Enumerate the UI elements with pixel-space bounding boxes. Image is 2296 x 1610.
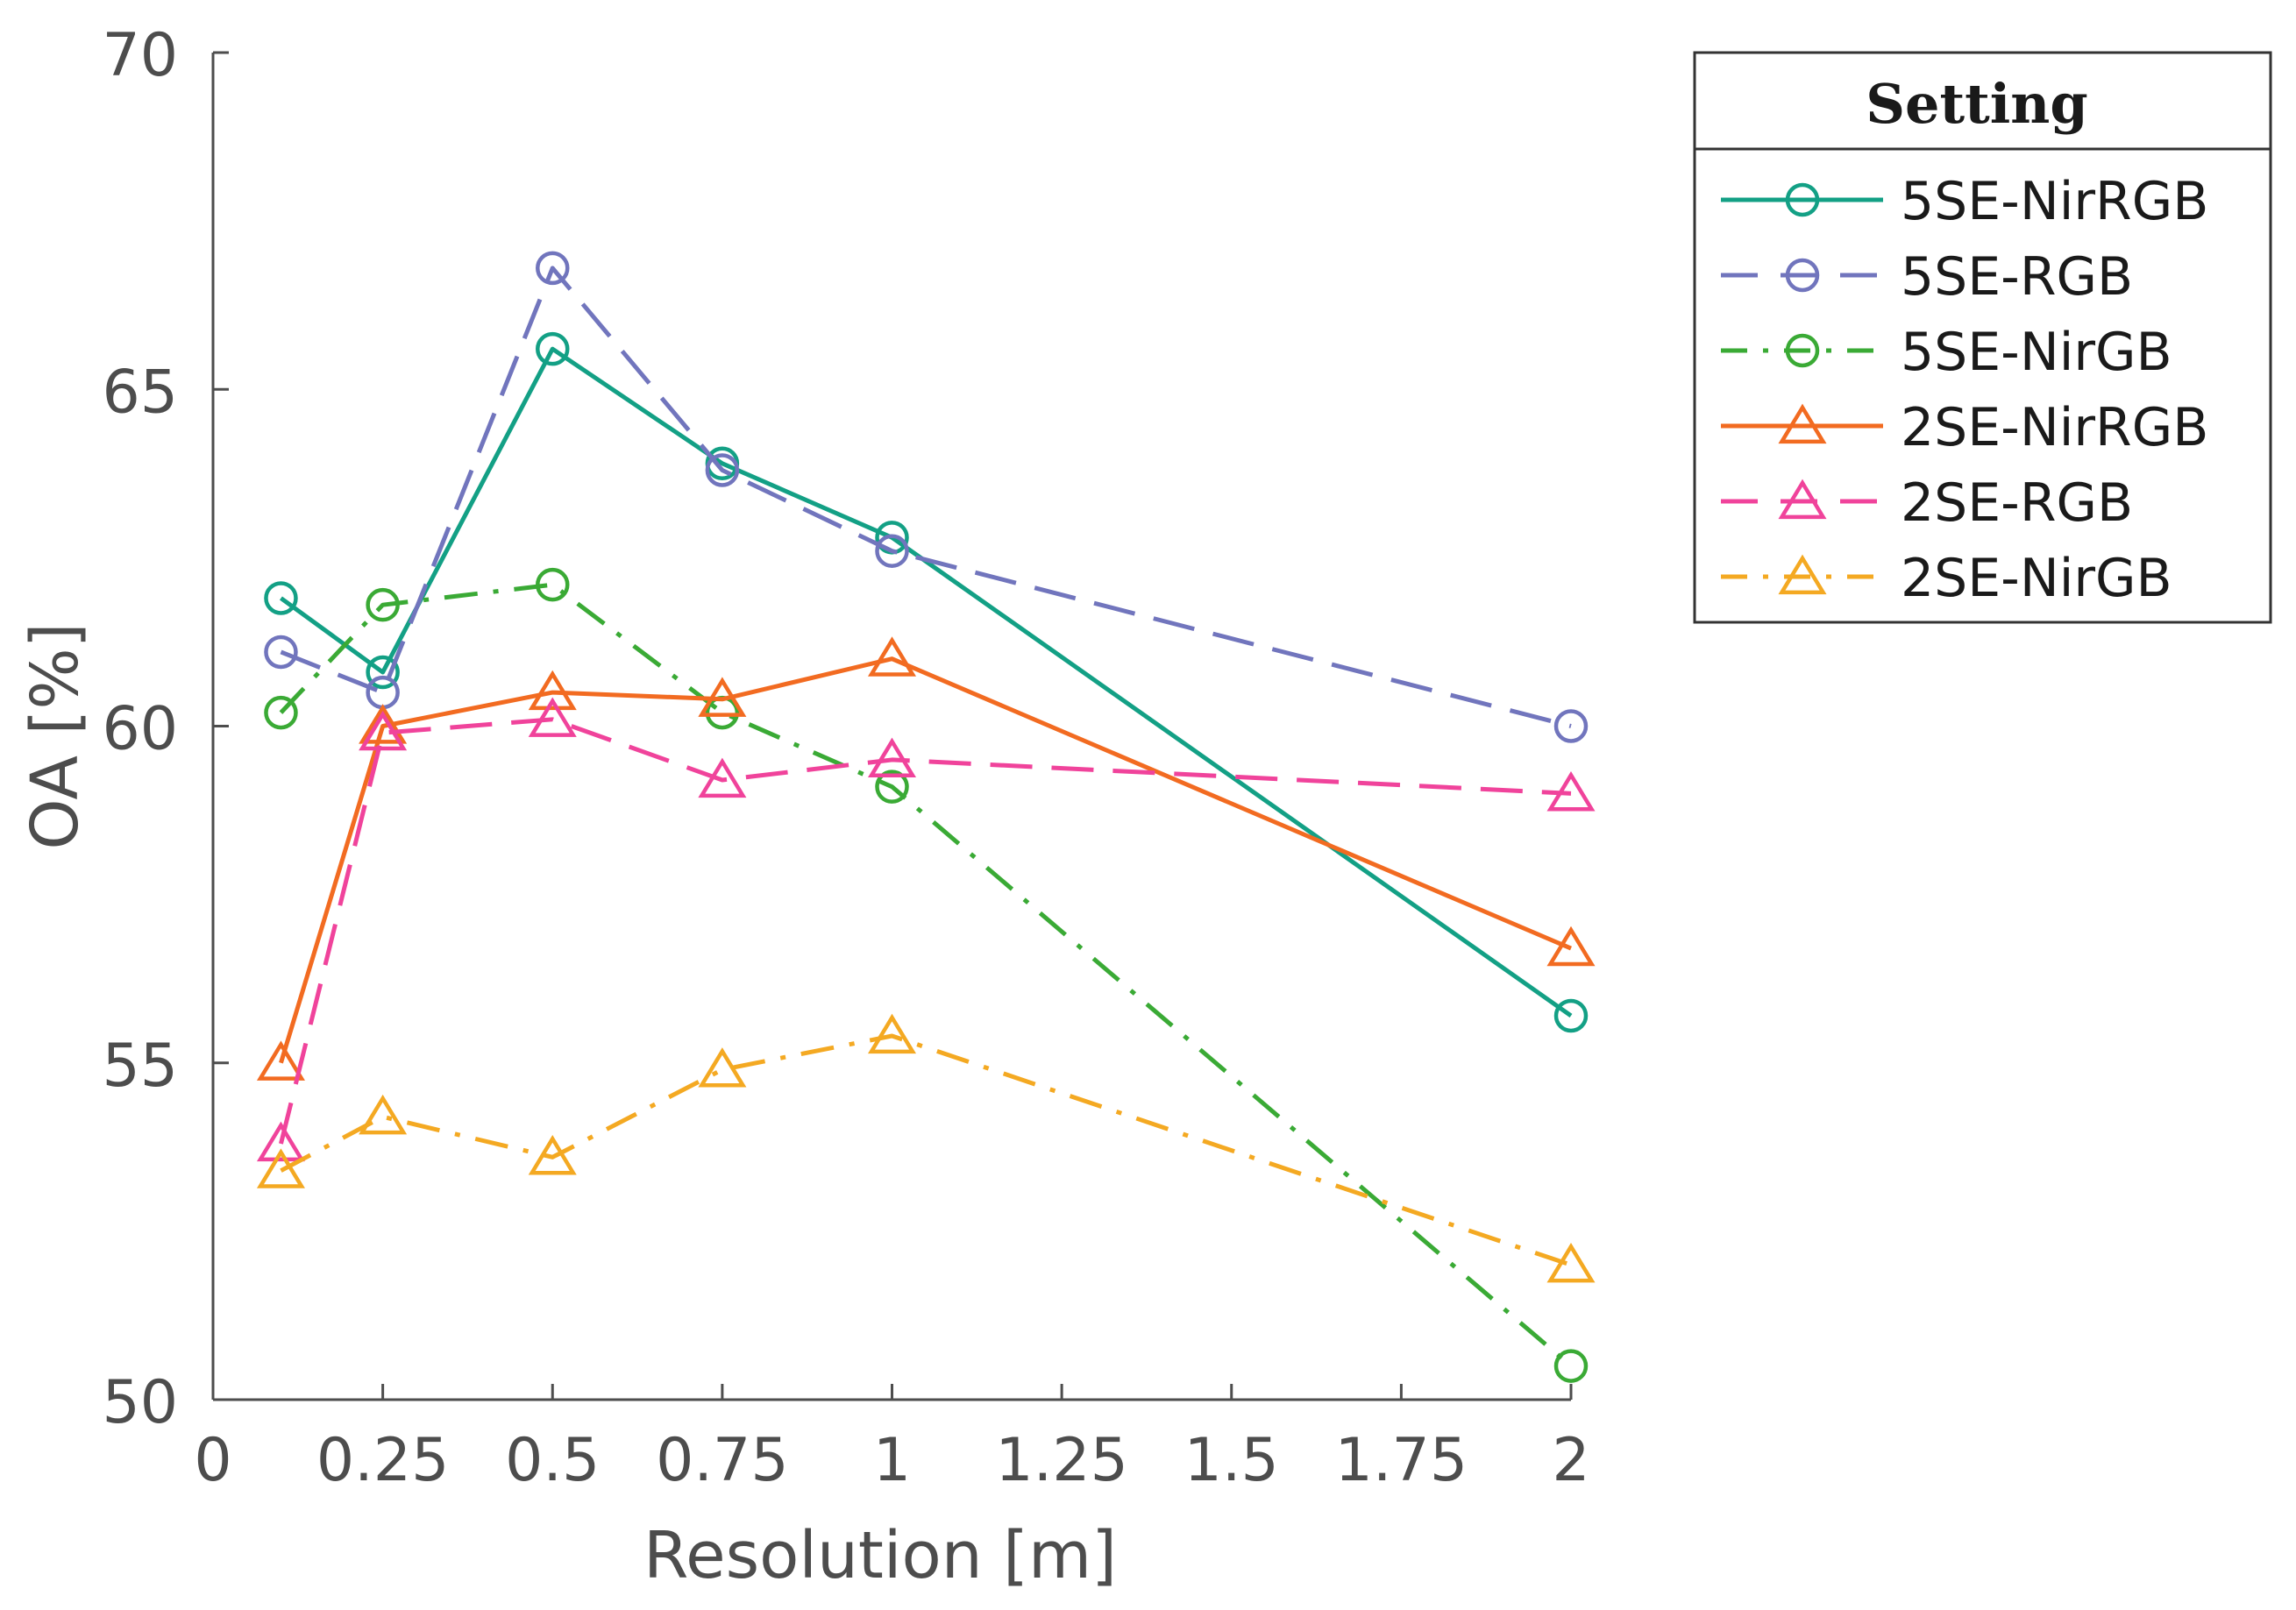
x-tick-label: 2: [1552, 1426, 1589, 1495]
x-tick-label: 0.5: [505, 1426, 600, 1495]
data-point-circle: [264, 581, 298, 615]
data-point-circle: [366, 675, 400, 710]
data-point-circle: [264, 635, 298, 670]
data-point-triangle: [698, 1047, 747, 1088]
x-tick-label: 1.5: [1184, 1426, 1279, 1495]
data-point-triangle: [1546, 926, 1596, 967]
data-point-circle: [1785, 258, 1820, 293]
series-2SE-RGB: [256, 697, 1596, 1162]
legend-box: [1693, 51, 2272, 624]
data-point-triangle: [256, 1040, 305, 1081]
data-point-triangle: [867, 737, 917, 778]
legend-label: 2SE-RGB: [1901, 472, 2133, 534]
y-tick-label: 60: [102, 695, 178, 764]
series-5SE-RGB: [264, 251, 1589, 743]
data-point-triangle: [528, 697, 577, 737]
data-point-triangle: [1546, 771, 1596, 812]
data-point-triangle: [698, 677, 747, 717]
series-layer: [256, 251, 1596, 1383]
x-tick-label: 0.75: [656, 1426, 788, 1495]
x-tick-label: 1: [873, 1426, 911, 1495]
legend-label: 5SE-NirGB: [1901, 322, 2172, 383]
data-point-triangle: [528, 1134, 577, 1175]
data-point-circle: [536, 251, 570, 286]
legend-title: Setting: [1866, 72, 2087, 136]
y-tick-label: 70: [102, 21, 178, 90]
data-point-triangle: [359, 1094, 408, 1135]
series-2SE-NirGB: [256, 1013, 1596, 1283]
legend-item: 5SE-NirGB: [1721, 322, 2172, 383]
data-point-triangle: [1778, 479, 1827, 520]
series-line: [279, 346, 1573, 1018]
x-axis-label: Resolution [m]: [643, 1518, 1117, 1593]
data-point-circle: [536, 331, 570, 366]
legend-label: 5SE-RGB: [1901, 246, 2133, 308]
legend-label: 5SE-NirRGB: [1901, 171, 2208, 232]
series-line: [280, 266, 1572, 728]
data-point-circle: [264, 695, 298, 730]
legend-item: 5SE-RGB: [1721, 246, 2133, 308]
x-tick-label: 1.25: [995, 1426, 1127, 1495]
legend-label: 2SE-NirRGB: [1901, 397, 2208, 458]
y-tick-label: 55: [102, 1032, 178, 1101]
legend-item: 2SE-RGB: [1721, 472, 2133, 534]
data-point-triangle: [256, 1121, 305, 1162]
axes: 50 55 60 65 70 0 0.25 0.5 0.75 1 1.25 1.5 1.75 2 Res…: [18, 21, 1590, 1593]
data-point-circle: [536, 567, 570, 602]
data-point-triangle: [867, 636, 917, 677]
series-line: [279, 717, 1572, 1145]
data-point-triangle: [528, 670, 577, 711]
data-point-triangle: [698, 757, 747, 798]
data-point-circle: [875, 770, 909, 804]
data-point-circle: [1553, 998, 1589, 1033]
data-point-triangle: [1778, 403, 1827, 444]
legend: Setting 5SE-NirRGB 5SE-RGB 5SE-NirGB 2SE-Ni…: [1693, 51, 2272, 624]
data-point-triangle: [867, 1013, 917, 1054]
data-point-triangle: [359, 710, 408, 751]
data-point-circle: [1553, 709, 1589, 743]
series-line: [280, 1033, 1572, 1267]
data-point-circle: [875, 534, 909, 568]
series-line: [279, 656, 1572, 1064]
y-tick-label: 50: [102, 1368, 178, 1437]
data-point-circle: [1553, 1349, 1589, 1383]
series-5SE-NirRGB: [264, 331, 1589, 1033]
legend-item: 2SE-NirGB: [1721, 548, 2172, 609]
series-2SE-NirRGB: [256, 636, 1596, 1081]
x-tick-label: 0: [194, 1426, 231, 1495]
data-point-circle: [1785, 182, 1820, 217]
data-point-triangle: [359, 704, 408, 744]
data-point-triangle: [1778, 554, 1827, 595]
legend-item: 2SE-NirRGB: [1721, 397, 2208, 458]
x-tick-label: 1.75: [1335, 1426, 1468, 1495]
legend-item: 5SE-NirRGB: [1721, 171, 2208, 232]
data-point-triangle: [1546, 1242, 1596, 1283]
y-tick-label: 65: [102, 358, 178, 427]
y-axis-label: OA [%]: [18, 622, 93, 849]
data-point-circle: [1785, 333, 1820, 368]
data-point-circle: [705, 695, 740, 730]
data-point-triangle: [256, 1148, 305, 1188]
x-tick-label: 0.25: [316, 1426, 449, 1495]
series-5SE-NirGB: [264, 567, 1589, 1383]
data-point-circle: [705, 453, 740, 487]
data-point-circle: [366, 655, 400, 690]
legend-label: 2SE-NirGB: [1901, 548, 2172, 609]
data-point-circle: [366, 587, 400, 622]
series-line: [279, 582, 1573, 1368]
